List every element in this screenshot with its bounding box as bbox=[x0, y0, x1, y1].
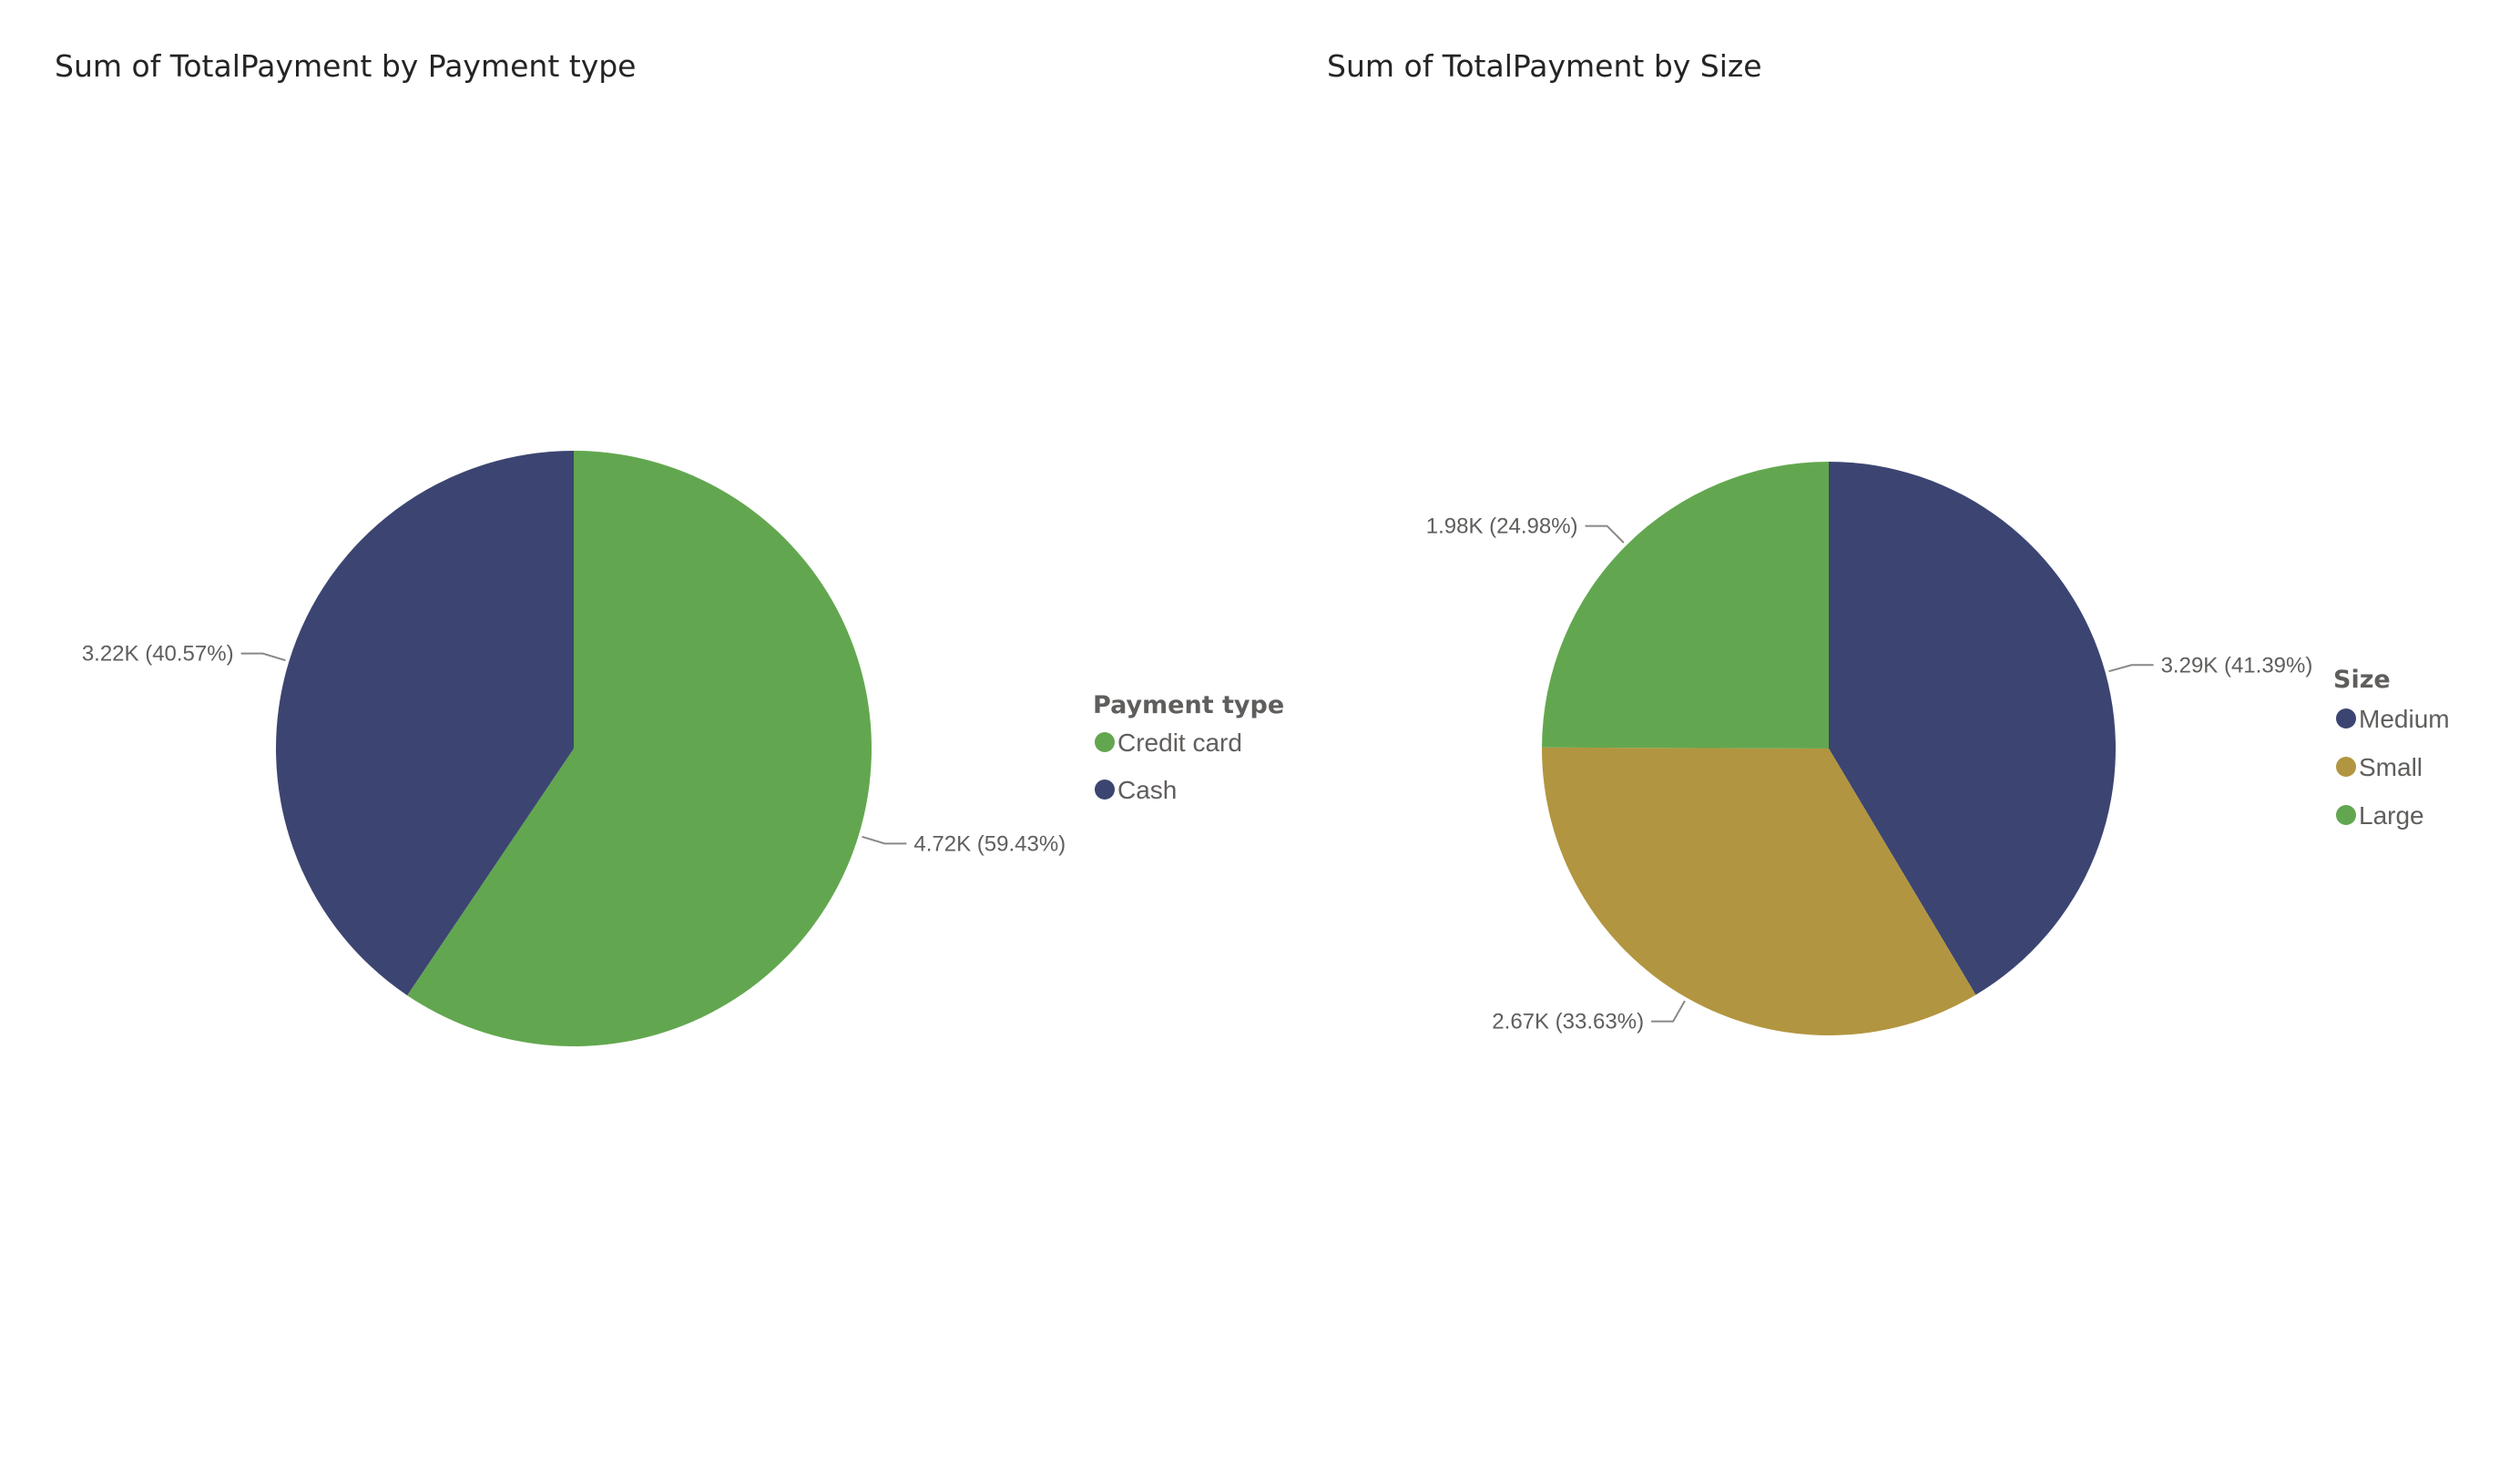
pie-slice-cash[interactable] bbox=[275, 451, 574, 996]
leader-line bbox=[1585, 525, 1625, 544]
pie-chart-size: Sum of TotalPayment by Size 3.29K (41.39… bbox=[1327, 48, 2450, 1035]
data-label: 2.67K (33.63%) bbox=[1492, 1010, 1644, 1034]
legend-label[interactable]: Credit card bbox=[1117, 728, 1242, 757]
pie-chart-payment-type: Sum of TotalPayment by Payment type 4.72… bbox=[55, 48, 1284, 1046]
pie-slice-credit-card[interactable] bbox=[407, 451, 872, 1046]
pie-slice-small[interactable] bbox=[1542, 747, 1976, 1035]
chart-title: Sum of TotalPayment by Payment type bbox=[55, 48, 636, 84]
legend-marker[interactable] bbox=[2336, 757, 2356, 777]
legend-title: Payment type bbox=[1093, 691, 1284, 719]
leader-line bbox=[2108, 664, 2154, 673]
leader-line bbox=[862, 835, 907, 845]
legend-label[interactable]: Large bbox=[2359, 801, 2424, 830]
data-labels: 3.29K (41.39%) 2.67K (33.63%) 1.98K (24.98… bbox=[1426, 515, 2313, 1034]
pie-slice-large[interactable] bbox=[1542, 462, 1829, 749]
legend-title: Size bbox=[2333, 666, 2391, 694]
legend: Size Medium Small Large bbox=[2333, 666, 2450, 830]
data-labels: 4.72K (59.43%) 3.22K (40.57%) bbox=[82, 642, 1066, 857]
legend-label[interactable]: Medium bbox=[2359, 705, 2450, 733]
pie-slices bbox=[1542, 462, 2116, 1035]
legend-items: Medium Small Large bbox=[2336, 705, 2450, 830]
leader-line bbox=[240, 652, 286, 662]
legend-label[interactable]: Small bbox=[2359, 753, 2423, 781]
data-label: 4.72K (59.43%) bbox=[913, 831, 1066, 856]
legend-marker[interactable] bbox=[1095, 779, 1115, 800]
pie-slices bbox=[275, 451, 872, 1046]
chart-title: Sum of TotalPayment by Size bbox=[1327, 48, 1762, 84]
data-label: 3.22K (40.57%) bbox=[82, 642, 234, 667]
data-label: 1.98K (24.98%) bbox=[1426, 515, 1578, 539]
leader-line bbox=[1651, 1000, 1686, 1023]
data-label: 3.29K (41.39%) bbox=[2161, 653, 2313, 678]
legend-marker[interactable] bbox=[1095, 732, 1115, 752]
legend: Payment type Credit card Cash bbox=[1093, 691, 1284, 804]
legend-marker[interactable] bbox=[2336, 805, 2356, 825]
legend-items: Credit card Cash bbox=[1095, 728, 1242, 804]
legend-marker[interactable] bbox=[2336, 708, 2356, 728]
pie-slice-medium[interactable] bbox=[1829, 462, 2116, 995]
legend-label[interactable]: Cash bbox=[1117, 776, 1177, 804]
